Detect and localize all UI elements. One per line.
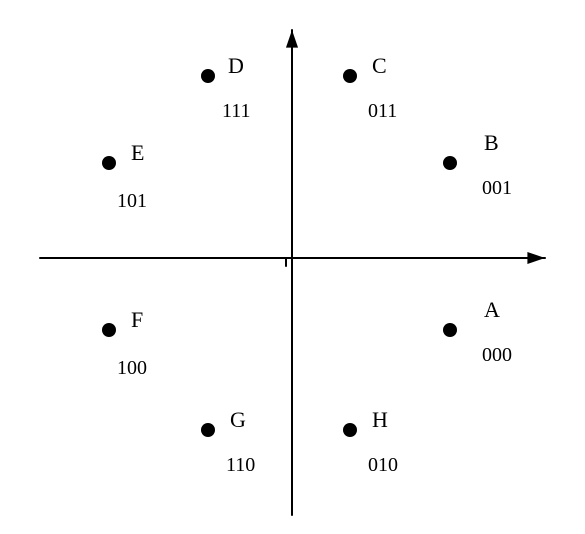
label-code-G: 110 <box>226 454 255 476</box>
label-letter-A: A <box>484 298 500 322</box>
label-code-F: 100 <box>117 357 147 379</box>
label-G: G110 <box>230 408 246 432</box>
label-D: D111 <box>228 54 244 78</box>
constellation-diagram: A000B001C011D111E101F100G110H010 <box>0 0 585 534</box>
point-C <box>343 69 357 83</box>
axes-and-points <box>0 0 585 534</box>
label-H: H010 <box>372 408 388 432</box>
label-letter-C: C <box>372 54 387 78</box>
label-letter-E: E <box>131 141 144 165</box>
label-F: F100 <box>131 308 143 332</box>
label-code-A: 000 <box>482 344 512 366</box>
point-E <box>102 156 116 170</box>
point-A <box>443 323 457 337</box>
label-code-E: 101 <box>117 190 147 212</box>
point-G <box>201 423 215 437</box>
label-letter-B: B <box>484 131 499 155</box>
point-D <box>201 69 215 83</box>
label-A: A000 <box>484 298 500 322</box>
label-E: E101 <box>131 141 144 165</box>
label-letter-D: D <box>228 54 244 78</box>
point-F <box>102 323 116 337</box>
label-letter-H: H <box>372 408 388 432</box>
point-B <box>443 156 457 170</box>
label-code-C: 011 <box>368 100 397 122</box>
label-C: C011 <box>372 54 387 78</box>
label-code-H: 010 <box>368 454 398 476</box>
point-H <box>343 423 357 437</box>
label-letter-F: F <box>131 308 143 332</box>
label-code-B: 001 <box>482 177 512 199</box>
label-letter-G: G <box>230 408 246 432</box>
label-B: B001 <box>484 131 499 155</box>
label-code-D: 111 <box>222 100 251 122</box>
